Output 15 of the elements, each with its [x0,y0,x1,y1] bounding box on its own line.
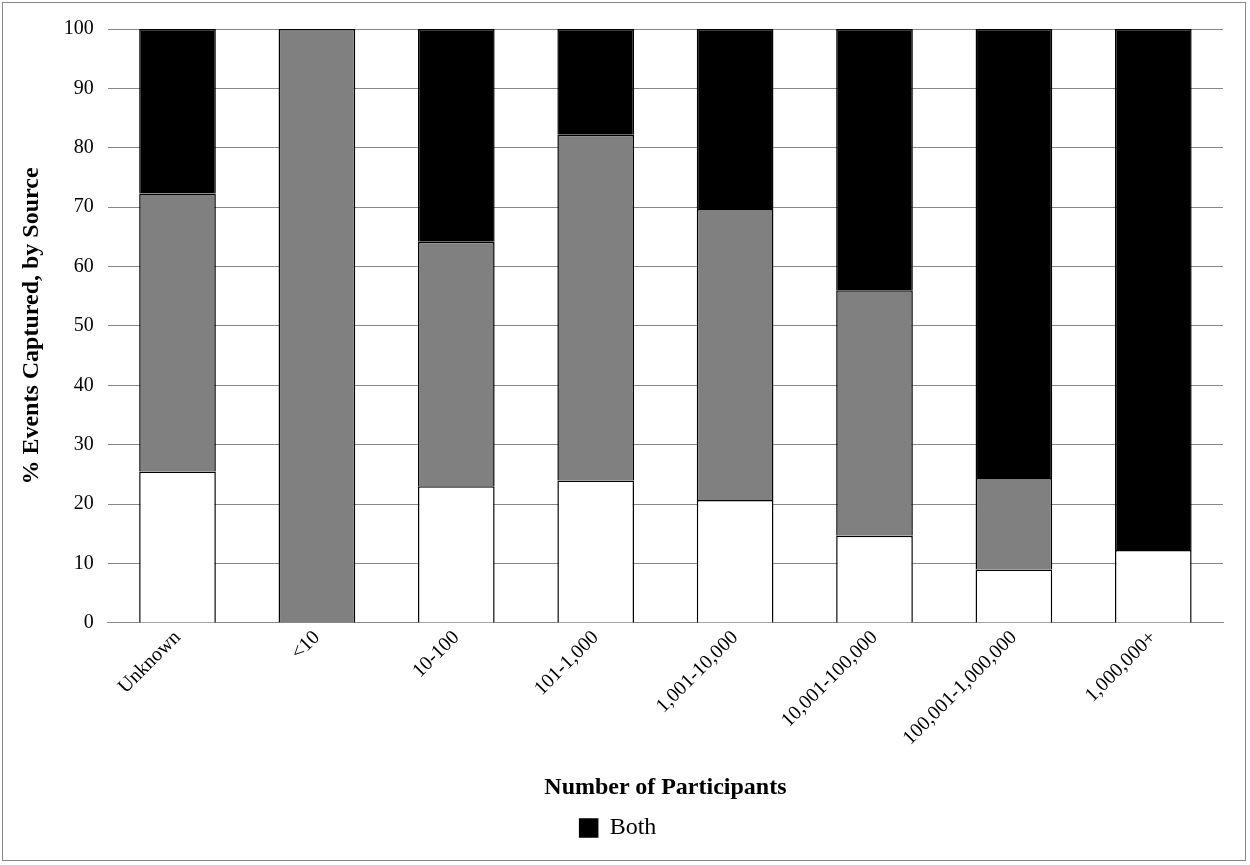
y-tick-label: 80 [73,135,94,158]
legend-label: Both [609,813,657,840]
y-tick-label: 60 [73,253,94,276]
y-tick-label: 50 [73,313,94,336]
y-tick-label: 0 [83,610,94,633]
y-tick-label: 30 [73,432,94,455]
y-tick-label: 100 [63,16,94,39]
y-tick-label: 20 [73,491,94,514]
y-axis-title: % Events Captured, by Source [16,167,43,485]
y-tick-label: 90 [73,75,94,98]
y-tick-label: 70 [73,194,94,217]
x-axis-title: Number of Participants [544,772,787,799]
y-tick-label: 40 [73,372,94,395]
x-tick-label: <10 [285,625,324,664]
y-tick-label: 10 [73,550,94,573]
